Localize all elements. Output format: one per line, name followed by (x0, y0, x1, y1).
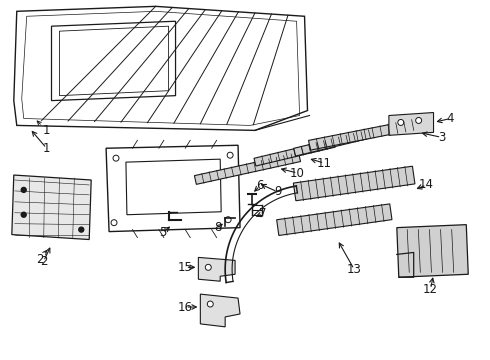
Circle shape (21, 212, 26, 217)
Polygon shape (277, 204, 392, 235)
Text: 2: 2 (36, 253, 43, 266)
Polygon shape (294, 166, 415, 201)
Polygon shape (195, 153, 300, 184)
Circle shape (21, 188, 26, 192)
Text: 10: 10 (290, 167, 305, 180)
Text: 4: 4 (447, 112, 454, 125)
Circle shape (113, 155, 119, 161)
Text: 16: 16 (178, 301, 193, 314)
Text: 14: 14 (419, 179, 434, 192)
Circle shape (111, 220, 117, 226)
Text: 7: 7 (259, 207, 267, 220)
Circle shape (398, 120, 404, 125)
Text: 12: 12 (423, 283, 438, 296)
Text: 6: 6 (256, 179, 264, 193)
Circle shape (416, 117, 421, 123)
Text: 2: 2 (40, 255, 48, 268)
Text: 8: 8 (215, 221, 222, 234)
Polygon shape (397, 225, 468, 277)
Text: 15: 15 (178, 261, 193, 274)
Circle shape (79, 227, 84, 232)
Polygon shape (12, 175, 91, 239)
Text: 1: 1 (43, 142, 50, 155)
Text: 5: 5 (159, 226, 166, 239)
Circle shape (205, 264, 211, 270)
Text: 13: 13 (347, 263, 362, 276)
Polygon shape (309, 118, 421, 150)
Text: 11: 11 (317, 157, 332, 170)
Text: 9: 9 (274, 185, 281, 198)
Polygon shape (294, 129, 378, 156)
Polygon shape (200, 294, 240, 327)
Circle shape (207, 301, 213, 307)
Polygon shape (198, 257, 235, 281)
Circle shape (227, 152, 233, 158)
Text: 3: 3 (438, 131, 445, 144)
Circle shape (225, 217, 231, 223)
Polygon shape (389, 113, 434, 135)
Text: 1: 1 (43, 124, 50, 137)
Polygon shape (254, 139, 335, 166)
